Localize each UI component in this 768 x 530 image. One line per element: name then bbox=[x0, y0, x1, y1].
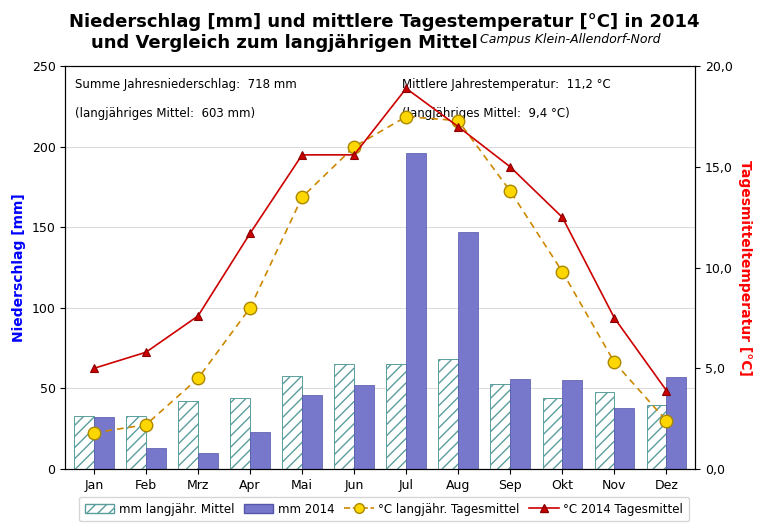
Bar bbox=[491, 384, 510, 469]
Line: °C 2014 Tagesmittel: °C 2014 Tagesmittel bbox=[90, 84, 670, 395]
Bar bbox=[250, 432, 270, 469]
Text: (langjähriges Mittel:  9,4 °C): (langjähriges Mittel: 9,4 °C) bbox=[402, 107, 570, 120]
°C 2014 Tagesmittel bbox=[610, 315, 619, 321]
Bar bbox=[146, 448, 166, 469]
Bar bbox=[458, 232, 478, 469]
°C langjähr. Tagesmittel bbox=[558, 269, 567, 275]
°C langjähr. Tagesmittel bbox=[662, 418, 671, 424]
°C 2014 Tagesmittel bbox=[246, 230, 255, 236]
Bar bbox=[334, 364, 354, 469]
Y-axis label: Tagesmitteltemperatur [°C]: Tagesmitteltemperatur [°C] bbox=[738, 160, 752, 376]
Text: und Vergleich zum langjährigen Mittel: und Vergleich zum langjährigen Mittel bbox=[91, 34, 478, 52]
°C 2014 Tagesmittel bbox=[89, 365, 98, 372]
°C langjähr. Tagesmittel bbox=[454, 118, 463, 124]
Bar bbox=[354, 385, 374, 469]
Bar bbox=[647, 404, 667, 469]
°C 2014 Tagesmittel bbox=[141, 349, 151, 356]
Bar bbox=[542, 398, 562, 469]
Bar bbox=[406, 153, 426, 469]
Line: °C langjähr. Tagesmittel: °C langjähr. Tagesmittel bbox=[88, 110, 673, 439]
Bar bbox=[283, 376, 302, 469]
°C langjähr. Tagesmittel bbox=[402, 113, 411, 120]
°C langjähr. Tagesmittel bbox=[194, 375, 203, 382]
°C langjähr. Tagesmittel bbox=[505, 188, 515, 195]
°C 2014 Tagesmittel bbox=[402, 85, 411, 92]
°C 2014 Tagesmittel bbox=[454, 123, 463, 130]
°C langjähr. Tagesmittel bbox=[89, 430, 98, 436]
°C langjähr. Tagesmittel bbox=[246, 305, 255, 311]
Text: Summe Jahresniederschlag:  718 mm: Summe Jahresniederschlag: 718 mm bbox=[74, 78, 296, 91]
Text: (langjähriges Mittel:  603 mm): (langjähriges Mittel: 603 mm) bbox=[74, 107, 255, 120]
°C 2014 Tagesmittel bbox=[194, 313, 203, 319]
°C langjähr. Tagesmittel bbox=[141, 421, 151, 428]
Bar bbox=[510, 379, 530, 469]
Bar bbox=[667, 377, 686, 469]
Bar bbox=[439, 359, 458, 469]
Bar bbox=[94, 418, 114, 469]
Legend: mm langjähr. Mittel, mm 2014, °C langjähr. Tagesmittel, °C 2014 Tagesmittel: mm langjähr. Mittel, mm 2014, °C langjäh… bbox=[79, 497, 689, 522]
Bar bbox=[230, 398, 250, 469]
°C 2014 Tagesmittel bbox=[662, 387, 671, 394]
Bar bbox=[198, 453, 218, 469]
Bar bbox=[74, 416, 94, 469]
Bar bbox=[126, 416, 146, 469]
Y-axis label: Niederschlag [mm]: Niederschlag [mm] bbox=[12, 193, 26, 342]
°C 2014 Tagesmittel bbox=[558, 214, 567, 220]
°C 2014 Tagesmittel bbox=[297, 152, 306, 158]
°C langjähr. Tagesmittel bbox=[349, 144, 359, 150]
°C langjähr. Tagesmittel bbox=[610, 359, 619, 366]
Text: Niederschlag [mm] und mittlere Tagestemperatur [°C] in 2014: Niederschlag [mm] und mittlere Tagestemp… bbox=[69, 13, 699, 31]
Bar bbox=[386, 364, 406, 469]
Bar bbox=[594, 392, 614, 469]
°C 2014 Tagesmittel bbox=[505, 164, 515, 170]
Bar bbox=[562, 381, 582, 469]
Bar bbox=[614, 408, 634, 469]
Text: Campus Klein-Allendorf-Nord: Campus Klein-Allendorf-Nord bbox=[480, 33, 660, 47]
Bar bbox=[302, 395, 322, 469]
Bar bbox=[178, 401, 198, 469]
°C langjähr. Tagesmittel bbox=[297, 194, 306, 200]
°C 2014 Tagesmittel bbox=[349, 152, 359, 158]
Text: Mittlere Jahrestemperatur:  11,2 °C: Mittlere Jahrestemperatur: 11,2 °C bbox=[402, 78, 611, 91]
